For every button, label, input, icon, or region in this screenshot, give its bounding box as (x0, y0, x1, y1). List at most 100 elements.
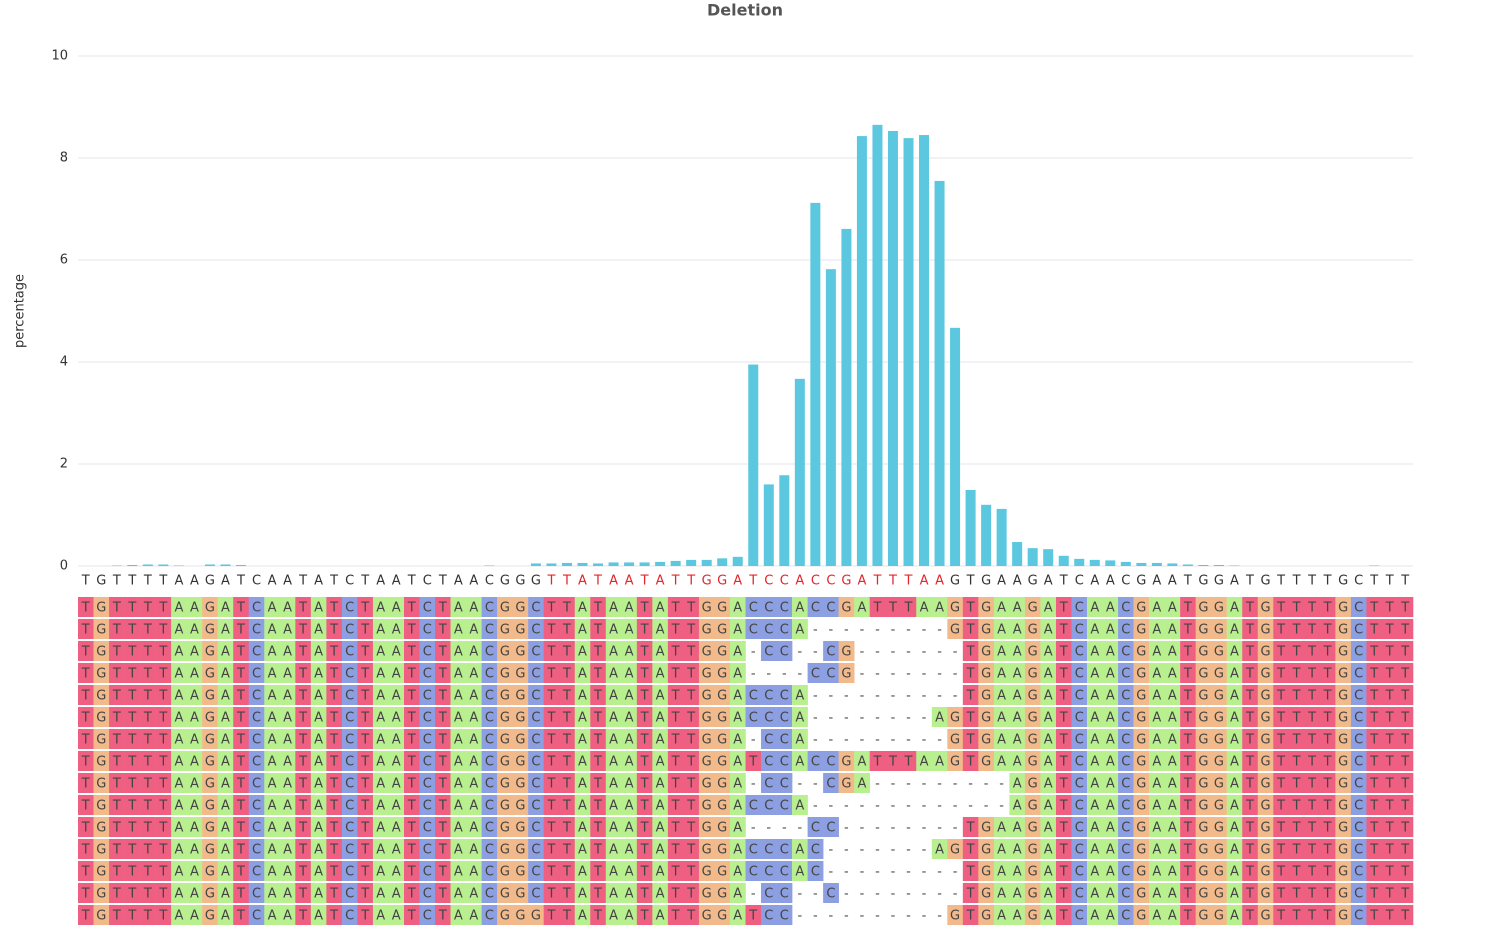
base-letter: T (329, 909, 338, 924)
bar (1012, 542, 1023, 566)
base-cell (1288, 729, 1305, 749)
base-cell (1288, 663, 1305, 683)
base-letter: C (252, 909, 261, 924)
base-cell (419, 597, 436, 617)
base-letter: C (423, 821, 432, 836)
base-letter: A (1152, 733, 1161, 748)
base-letter: A (268, 667, 277, 682)
base-letter: G (702, 887, 712, 902)
base-cell (1009, 839, 1026, 859)
base-letter: A (1106, 799, 1115, 814)
base-cell (264, 795, 281, 815)
base-letter: C (1075, 601, 1084, 616)
base-cell (776, 707, 793, 727)
base-cell (792, 751, 808, 771)
base-letter: T (1400, 601, 1409, 616)
base-cell (357, 817, 374, 837)
base-cell (1118, 729, 1134, 749)
base-cell (1304, 729, 1321, 749)
x-tick-label: A (857, 574, 866, 589)
base-letter: - (875, 799, 880, 814)
base-letter: G (1136, 689, 1146, 704)
base-letter: A (392, 909, 401, 924)
base-letter: - (844, 733, 849, 748)
base-letter: T (1307, 821, 1316, 836)
base-cell (78, 641, 94, 661)
base-cell (233, 685, 250, 705)
base-cell (186, 729, 203, 749)
base-letter: C (1354, 601, 1363, 616)
base-cell (388, 663, 405, 683)
base-letter: A (376, 711, 385, 726)
base-letter: A (469, 733, 478, 748)
bar (996, 508, 1007, 566)
base-letter: T (1276, 623, 1285, 638)
base-cell (310, 641, 327, 661)
bar (111, 565, 122, 566)
base-cell (528, 641, 544, 661)
base-cell (1273, 597, 1290, 617)
x-tick-label: C (1121, 574, 1130, 589)
base-letter: T (81, 601, 90, 616)
x-tick-label: A (376, 574, 385, 589)
base-letter: T (298, 799, 307, 814)
base-cell (1180, 597, 1196, 617)
base-cell (140, 795, 156, 815)
base-letter: G (1028, 689, 1038, 704)
base-letter: G (1028, 733, 1038, 748)
base-letter: T (1183, 623, 1192, 638)
base-cell (1118, 773, 1134, 793)
base-letter: - (797, 909, 802, 924)
base-letter: A (174, 799, 183, 814)
base-letter: G (1214, 645, 1224, 660)
bar (856, 136, 867, 566)
base-letter: T (904, 755, 913, 770)
base-cell (823, 597, 839, 617)
base-cell (761, 597, 777, 617)
base-cell (1133, 729, 1150, 749)
base-cell (1304, 707, 1321, 727)
x-tick-label: C (826, 574, 835, 589)
base-letter: T (562, 887, 571, 902)
base-cell (512, 619, 529, 639)
base-cell (124, 597, 141, 617)
base-cell (807, 839, 824, 859)
base-cell (403, 905, 420, 925)
base-cell (466, 729, 482, 749)
base-cell (1133, 663, 1150, 683)
base-letter: T (562, 821, 571, 836)
base-letter: A (625, 645, 634, 660)
base-letter: - (891, 777, 896, 792)
base-cell (124, 883, 141, 903)
base-letter: G (96, 843, 106, 858)
base-cell (357, 773, 374, 793)
base-cell (279, 839, 296, 859)
base-letter: T (1276, 843, 1285, 858)
base-letter: A (376, 667, 385, 682)
base-cell (310, 597, 327, 617)
base-cell (481, 773, 498, 793)
base-cell (683, 839, 700, 859)
base-letter: C (345, 601, 354, 616)
base-letter: T (143, 689, 152, 704)
base-cell (78, 817, 94, 837)
base-cell (621, 619, 638, 639)
base-cell (357, 839, 374, 859)
base-cell (1024, 597, 1041, 617)
base-letter: A (1168, 865, 1177, 880)
base-letter: A (997, 843, 1006, 858)
base-letter: A (795, 755, 804, 770)
base-cell (1009, 883, 1026, 903)
base-letter: A (997, 887, 1006, 902)
base-letter: G (205, 689, 215, 704)
base-letter: T (966, 711, 975, 726)
base-cell (838, 663, 855, 683)
base-cell (512, 795, 529, 815)
base-letter: T (112, 645, 121, 660)
base-letter: A (268, 645, 277, 660)
base-letter: A (454, 799, 463, 814)
base-cell (1087, 729, 1103, 749)
base-letter: G (500, 865, 510, 880)
base-letter: A (314, 909, 323, 924)
base-cell (450, 795, 467, 815)
